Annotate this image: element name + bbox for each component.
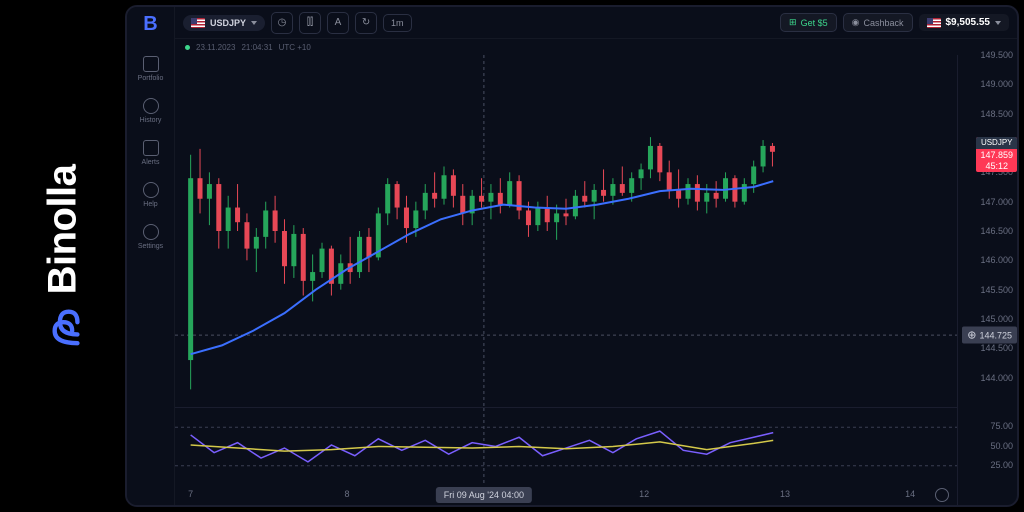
- history-icon: [143, 98, 159, 114]
- chevron-down-icon: [251, 21, 257, 25]
- price-chart[interactable]: [175, 55, 957, 407]
- x-tick-label: 7: [188, 489, 193, 499]
- logo-icon[interactable]: B: [143, 13, 157, 36]
- sidebar-item-label: History: [140, 117, 162, 124]
- y-tick-label: 148.500: [980, 109, 1013, 119]
- gift-icon: ⊞: [789, 17, 797, 28]
- status-dot-icon: [185, 45, 190, 50]
- balance-display[interactable]: $9,505.55: [919, 14, 1010, 31]
- sidebar-item-label: Alerts: [142, 159, 160, 166]
- y-tick-label: 147.000: [980, 197, 1013, 207]
- sidebar-item-label: Help: [143, 201, 157, 208]
- sidebar-item-history[interactable]: History: [127, 90, 175, 132]
- sidebar-item-help[interactable]: Help: [127, 174, 175, 216]
- gear-icon[interactable]: [935, 488, 949, 502]
- x-tick-label: 8: [345, 489, 350, 499]
- osc-tick-label: 50.00: [990, 441, 1013, 451]
- y-tick-label: 144.500: [980, 343, 1013, 353]
- pair-selector[interactable]: USDJPY: [183, 15, 265, 31]
- x-tick-label: 12: [639, 489, 649, 499]
- crosshair-price-badge: ⊕ 144.725: [962, 327, 1017, 344]
- sidebar: B Portfolio History Alerts Help Settings: [127, 7, 175, 505]
- chart-wrap: 78121314Fri 09 Aug '24 04:00 149.500149.…: [175, 55, 1017, 505]
- y-tick-label: 146.500: [980, 226, 1013, 236]
- x-tick-label: 14: [905, 489, 915, 499]
- info-time: 21:04:31: [241, 43, 272, 52]
- sidebar-item-alerts[interactable]: Alerts: [127, 132, 175, 174]
- timeframe-selector[interactable]: 1m: [383, 14, 412, 32]
- sidebar-item-label: Portfolio: [138, 75, 164, 82]
- chevron-down-icon: [995, 21, 1001, 25]
- info-row: 23.11.2023 21:04:31 UTC +10: [175, 39, 1017, 55]
- brand-name: Binolla: [40, 164, 85, 294]
- chart-main: 7 8 12 13 14 Fri 09 Aug '24 04:00: [175, 55, 957, 505]
- x-axis: 7 8 12 13 14 Fri 09 Aug '24 04:00: [175, 485, 957, 505]
- info-date: 23.11.2023: [196, 43, 235, 52]
- y-axis: 149.500149.000148.500148.000147.500147.0…: [957, 55, 1017, 505]
- osc-tick-label: 25.00: [990, 460, 1013, 470]
- portfolio-icon: [143, 56, 159, 72]
- flag-icon: [927, 18, 941, 28]
- sidebar-item-label: Settings: [138, 243, 163, 250]
- oscillator-chart[interactable]: [175, 407, 957, 485]
- topbar: USDJPY ◷ ⫿⫿ A ↻ 1m ⊞ Get $5 ◉ Cashback $…: [175, 7, 1017, 39]
- clock-button[interactable]: ◷: [271, 12, 293, 34]
- settings-icon: [143, 224, 159, 240]
- refresh-button[interactable]: ↻: [355, 12, 377, 34]
- pair-label: USDJPY: [210, 18, 246, 28]
- text-button[interactable]: A: [327, 12, 349, 34]
- get5-button[interactable]: ⊞ Get $5: [780, 13, 837, 32]
- sidebar-item-settings[interactable]: Settings: [127, 216, 175, 258]
- y-tick-label: 149.500: [980, 50, 1013, 60]
- crosshair-time-badge: Fri 09 Aug '24 04:00: [436, 487, 532, 503]
- cashback-button[interactable]: ◉ Cashback: [843, 13, 913, 32]
- y-tick-label: 146.000: [980, 255, 1013, 265]
- y-tick-label: 145.000: [980, 314, 1013, 324]
- app-window: B Portfolio History Alerts Help Settings…: [125, 5, 1019, 507]
- brand-logo-icon: [42, 306, 84, 348]
- sidebar-item-portfolio[interactable]: Portfolio: [127, 48, 175, 90]
- y-tick-label: 149.000: [980, 79, 1013, 89]
- price-badge: USDJPY147.85945:12: [976, 137, 1017, 172]
- indicators-button[interactable]: ⫿⫿: [299, 12, 321, 34]
- y-tick-label: 145.500: [980, 285, 1013, 295]
- help-icon: [143, 182, 159, 198]
- main-area: USDJPY ◷ ⫿⫿ A ↻ 1m ⊞ Get $5 ◉ Cashback $…: [175, 7, 1017, 505]
- brand-column: Binolla: [0, 0, 125, 512]
- x-tick-label: 13: [780, 489, 790, 499]
- y-tick-label: 144.000: [980, 373, 1013, 383]
- cashback-icon: ◉: [852, 17, 860, 28]
- info-tz: UTC +10: [279, 43, 311, 52]
- osc-tick-label: 75.00: [990, 421, 1013, 431]
- flag-icon: [191, 18, 205, 28]
- alerts-icon: [143, 140, 159, 156]
